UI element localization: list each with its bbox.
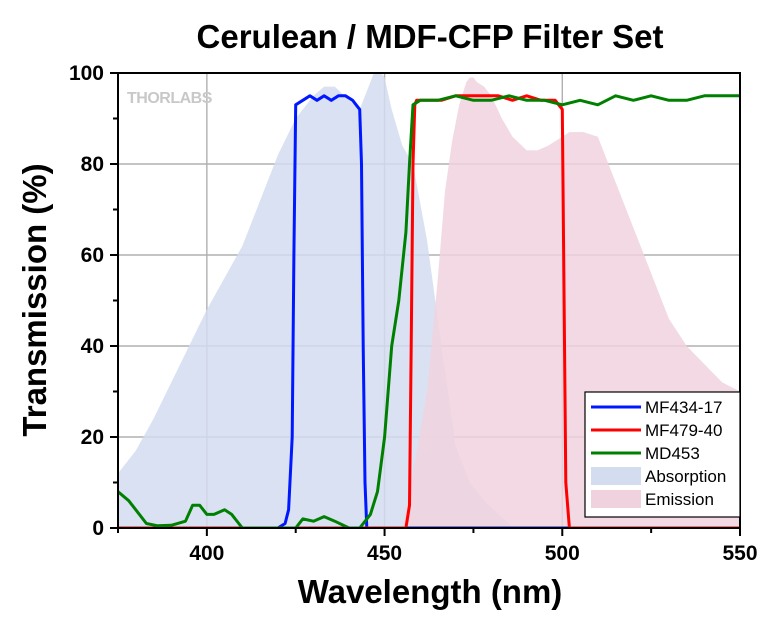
y-tick-label: 80 [81,153,104,176]
legend-label: Absorption [645,467,726,486]
line-mf434-17 [118,94,740,528]
y-tick-label: 0 [92,517,104,540]
y-axis-label: Transmission (%) [16,163,53,436]
line-mf479-40 [118,94,740,528]
y-tick-label: 60 [81,244,104,267]
legend-label: Emission [645,490,714,509]
brand-logo: THORLABS [127,90,213,107]
x-tick-label: 400 [189,542,224,565]
legend-label: MF434-17 [645,398,722,417]
x-axis-label: Wavelength (nm) [298,573,563,610]
line-md453 [118,94,740,528]
chart-title: Cerulean / MDF-CFP Filter Set [197,18,664,55]
x-tick-label: 550 [722,542,757,565]
y-tick-label: 20 [81,426,104,449]
axes [110,72,741,536]
legend-label: MF479-40 [645,421,722,440]
x-tick-label: 450 [367,542,402,565]
line-series [118,94,740,528]
legend-label: MD453 [645,444,700,463]
legend: MF434-17 MF479-40 MD453 Absorption Emission [584,391,741,518]
tick-labels: 0 20 40 60 80 100 400 450 500 550 [69,62,758,565]
y-tick-label: 40 [81,335,104,358]
y-tick-label: 100 [69,62,104,85]
x-tick-label: 500 [545,542,580,565]
legend-swatch-emission [591,490,641,508]
legend-swatch-absorption [591,467,641,485]
